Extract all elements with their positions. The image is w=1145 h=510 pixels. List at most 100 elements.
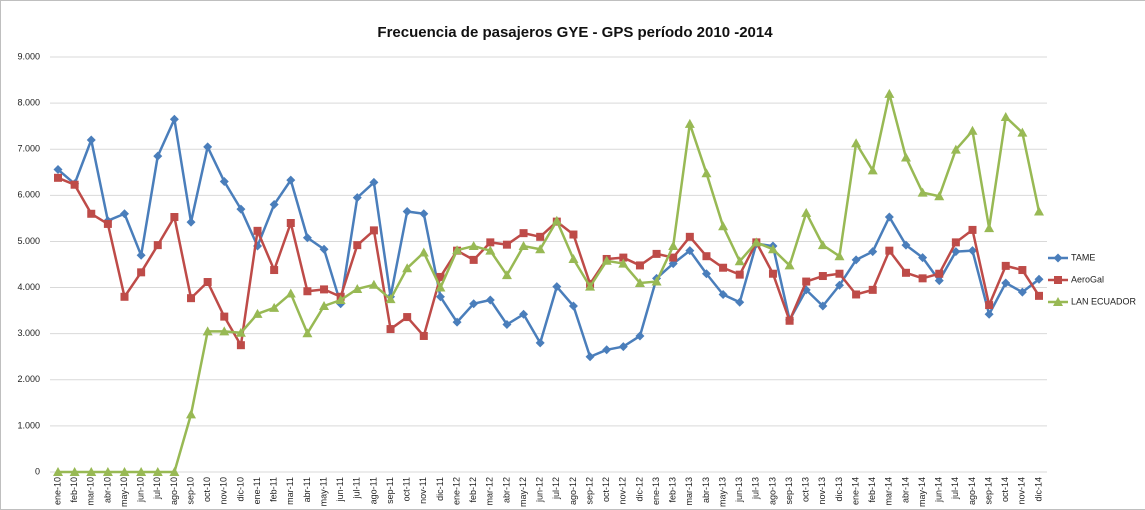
marker [901,268,910,277]
marker [918,274,927,283]
marker [518,241,529,251]
marker [120,209,130,219]
legend-label: AeroGal [1071,274,1104,284]
marker [120,292,129,301]
marker [186,409,197,419]
marker [1034,274,1044,284]
x-tick-label: jul-11 [352,477,362,499]
marker [153,241,162,250]
marker [984,309,994,319]
marker [618,258,629,268]
marker [568,253,579,263]
marker [419,209,429,219]
marker [651,276,662,286]
x-tick-label: nov-12 [618,477,628,505]
marker [784,260,795,270]
x-tick-label: feb-10 [69,477,79,503]
x-tick-label: mar-12 [485,477,495,506]
marker [270,266,279,275]
x-tick-label: feb-11 [269,477,279,502]
marker [186,217,196,227]
marker [984,223,995,233]
x-tick-label: feb-14 [867,477,877,503]
marker [286,219,295,227]
marker [785,316,794,325]
x-tick-label: ene-14 [850,477,860,505]
marker [701,269,711,279]
marker [87,209,96,218]
x-tick-label: feb-13 [668,477,678,503]
marker [435,282,446,292]
marker [950,144,961,154]
marker [285,288,296,298]
y-tick-label: 4.000 [17,282,40,292]
marker [169,114,179,124]
marker [735,270,744,279]
marker [868,247,878,257]
marker [967,246,977,256]
x-tick-label: jul-10 [152,477,162,500]
marker [468,241,479,251]
marker [485,245,496,255]
x-tick-label: ene-12 [451,477,461,505]
x-tick-label: mar-13 [684,477,694,506]
marker [701,168,712,178]
y-tick-label: 9.000 [17,51,40,61]
marker [702,252,711,261]
marker [369,226,378,235]
marker [884,212,894,222]
marker [901,240,911,250]
series-line [57,118,1040,358]
marker [236,341,245,350]
marker [618,342,628,352]
marker [202,326,213,336]
marker [486,238,495,247]
marker [519,229,528,238]
marker [302,328,313,338]
x-tick-label: dic-12 [634,477,644,502]
x-tick-label: may-10 [119,477,129,507]
x-tick-label: jun-10 [136,477,146,503]
marker [1017,287,1027,297]
x-tick-label: jun-11 [335,477,345,502]
marker [252,308,263,318]
marker [418,247,429,257]
x-tick-label: dic-13 [834,477,844,502]
marker [751,237,762,247]
marker [652,249,661,258]
x-tick-label: sep-14 [983,477,993,505]
marker [385,294,396,304]
marker [319,244,329,254]
y-tick-label: 7.000 [17,144,40,154]
marker [935,269,944,278]
marker [86,135,96,145]
marker [203,278,212,287]
marker [669,253,678,262]
marker [119,467,130,476]
x-tick-label: sep-11 [385,477,395,504]
x-tick-label: jul-12 [551,477,561,500]
marker [735,297,745,307]
marker [835,269,844,278]
marker [402,263,413,273]
marker [1018,266,1027,275]
marker [54,173,62,182]
marker [235,327,246,337]
marker [685,246,695,256]
marker [402,206,412,216]
marker [368,279,379,289]
marker [269,302,280,312]
marker [719,263,728,272]
marker [469,255,478,264]
marker [568,301,578,311]
marker [1054,276,1062,284]
marker [1017,127,1028,137]
y-tick-label: 2.000 [17,374,40,384]
marker [685,232,694,241]
marker [985,301,994,310]
marker [103,219,112,228]
marker [535,338,545,348]
marker [335,295,346,305]
legend-label: LAN ECUADOR [1071,296,1137,306]
marker [1001,261,1010,270]
